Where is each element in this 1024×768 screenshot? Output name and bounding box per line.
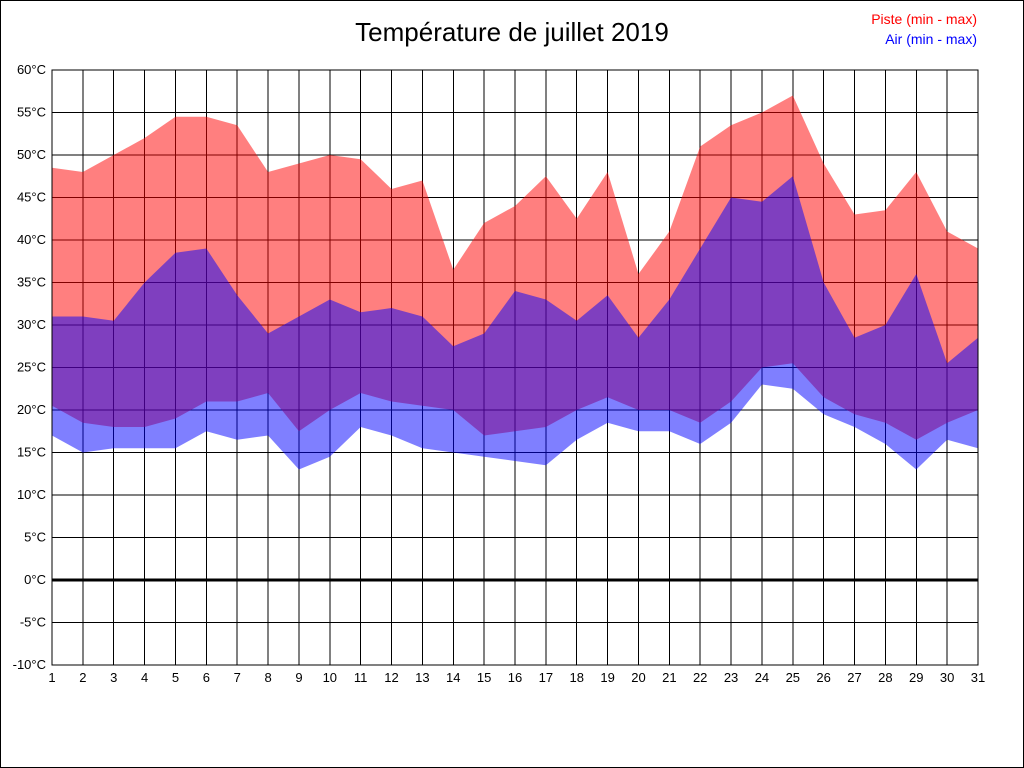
x-tick-label: 3 [110,670,117,685]
x-tick-label: 21 [662,670,676,685]
y-tick-label: 40°C [17,232,46,247]
chart-title: Température de juillet 2019 [355,17,669,47]
x-tick-label: 14 [446,670,460,685]
x-tick-label: 2 [79,670,86,685]
y-tick-label: 35°C [17,275,46,290]
y-tick-label: 5°C [24,530,46,545]
x-tick-label: 26 [816,670,830,685]
y-tick-label: 20°C [17,402,46,417]
y-tick-label: 25°C [17,360,46,375]
x-tick-label: 15 [477,670,491,685]
legend-item-piste: Piste (min - max) [871,11,977,27]
x-tick-label: 13 [415,670,429,685]
legend-item-air: Air (min - max) [885,31,977,47]
x-tick-label: 19 [600,670,614,685]
x-tick-label: 10 [323,670,337,685]
x-tick-label: 7 [234,670,241,685]
y-tick-label: 50°C [17,147,46,162]
plot-border [51,69,979,666]
x-tick-label: 25 [786,670,800,685]
air-band [52,176,978,470]
x-tick-label: 27 [847,670,861,685]
y-tick-label: 55°C [17,105,46,120]
x-tick-label: 16 [508,670,522,685]
y-tick-label: 45°C [17,190,46,205]
y-tick-label: 60°C [17,62,46,77]
y-tick-label: 10°C [17,487,46,502]
x-tick-label: 29 [909,670,923,685]
y-tick-label: 0°C [24,572,46,587]
x-tick-label: 20 [631,670,645,685]
x-tick-label: 24 [755,670,769,685]
x-tick-label: 1 [48,670,55,685]
x-tick-label: 30 [940,670,954,685]
x-tick-label: 5 [172,670,179,685]
x-tick-label: 31 [971,670,985,685]
x-tick-label: 23 [724,670,738,685]
x-tick-label: 18 [569,670,583,685]
x-tick-label: 28 [878,670,892,685]
x-tick-label: 12 [384,670,398,685]
x-tick-label: 6 [203,670,210,685]
x-tick-label: 4 [141,670,148,685]
legend: Piste (min - max) Air (min - max) [871,9,977,49]
y-tick-label: 15°C [17,445,46,460]
x-tick-label: 11 [354,670,368,685]
y-tick-label: -10°C [13,657,46,672]
x-tick-label: 9 [295,670,302,685]
y-tick-label: -5°C [20,615,46,630]
y-tick-label: 30°C [17,317,46,332]
x-tick-label: 22 [693,670,707,685]
x-tick-label: 8 [264,670,271,685]
x-tick-label: 17 [539,670,553,685]
